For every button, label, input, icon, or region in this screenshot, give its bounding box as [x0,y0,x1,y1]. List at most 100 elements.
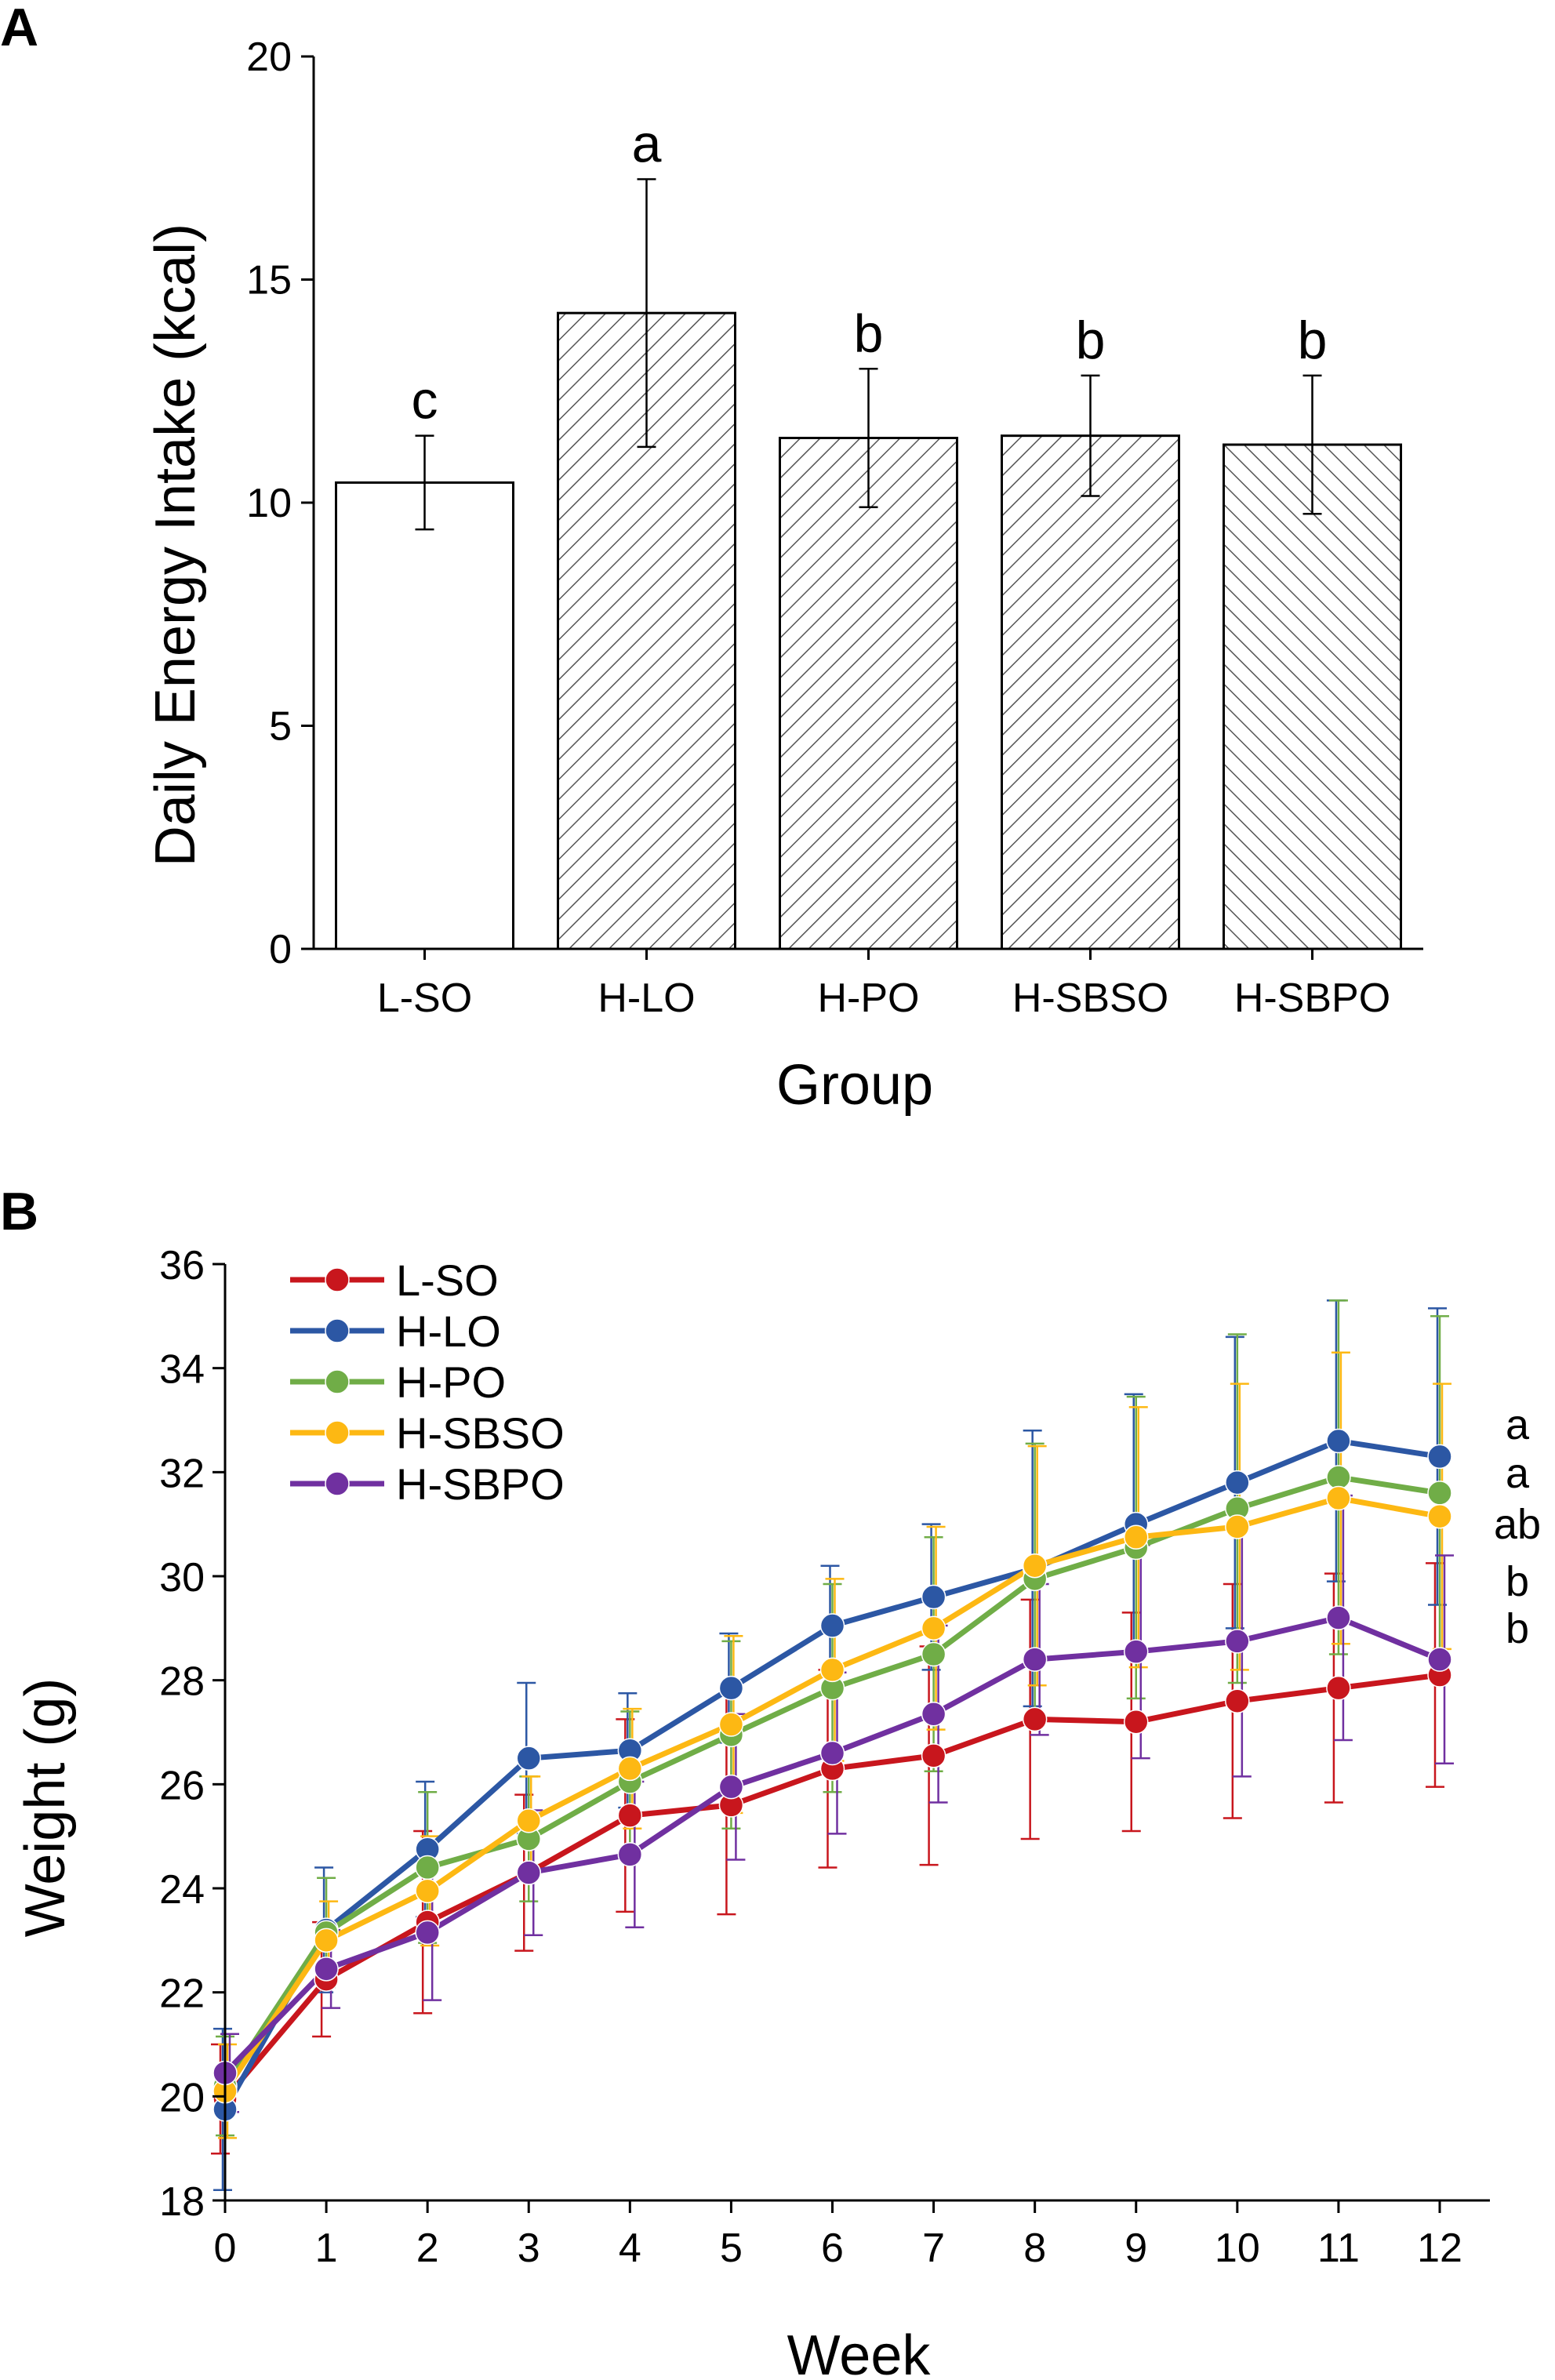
y-ticks: 0 5 10 15 20 [246,35,314,972]
y-axis-title: Weight (g) [14,1678,77,1938]
data-point-h-lo [516,1746,541,1771]
data-point-h-po [1326,1465,1351,1490]
data-point-l-so [1124,1709,1149,1735]
x-tick-label: 9 [1124,2226,1147,2271]
y-tick-label: 18 [159,2179,205,2225]
data-point-h-lo [1326,1428,1351,1454]
data-point-h-sbpo [1022,1647,1048,1672]
error-bars [415,178,1322,531]
legend-marker-h-sbpo [325,1471,350,1496]
data-point-l-so [617,1803,643,1828]
data-point-h-sbso [1326,1485,1351,1511]
x-tick-label-h-po: H-PO [818,976,920,1021]
y-tick-label: 28 [159,1659,205,1705]
legend-marker-h-sbso [325,1420,350,1445]
y-tick-label: 10 [246,481,292,526]
significance-label-h-sbpo: b [1298,311,1328,370]
bar-h-sbso [1001,434,1180,950]
data-point-h-sbpo [819,1740,845,1766]
bar-l-so [335,481,514,950]
significance-label-h-lo: a [1506,1401,1530,1448]
y-tick-label: 34 [159,1347,205,1393]
y-tick-label: 5 [269,704,292,750]
x-tick-label: 0 [214,2226,237,2271]
y-tick-label: 32 [159,1451,205,1496]
data-point-h-sbso [819,1657,845,1683]
data-point-h-sbso [718,1712,744,1737]
data-point-h-po [415,1855,440,1880]
data-point-h-sbpo [1427,1647,1452,1672]
legend-label-h-sbso: H-SBSO [396,1408,565,1458]
data-point-h-sbpo [718,1774,744,1800]
x-axis-title: Week [787,2324,932,2380]
y-tick-label: 30 [159,1555,205,1601]
x-tick-label-h-sbpo: H-SBPO [1234,976,1390,1021]
panel-b-label: B [0,1182,38,1241]
legend-label-l-so: L-SO [396,1255,499,1305]
data-points [213,1428,1452,2122]
data-point-l-so [1022,1706,1048,1732]
data-point-h-sbso [314,1928,339,1953]
data-point-h-sbso [516,1808,541,1833]
legend-label-h-lo: H-LO [396,1306,501,1356]
x-tick-label: 10 [1215,2226,1260,2271]
data-point-h-sbpo [1225,1629,1250,1654]
x-tick-label-l-so: L-SO [377,976,472,1021]
significance-label-h-sbso: b [1076,311,1106,370]
y-tick-label: 20 [159,2075,205,2120]
significance-label-h-sbso: ab [1494,1501,1541,1548]
legend-marker-h-po [325,1369,350,1394]
x-tick-label-h-lo: H-LO [598,976,695,1021]
significance-label-h-po: b [854,303,884,363]
data-point-h-sbpo [921,1702,946,1727]
significance-label-l-so: b [1506,1605,1529,1652]
data-point-h-lo [718,1675,744,1701]
y-tick-label: 24 [159,1867,205,1913]
y-tick-label: 22 [159,1971,205,2017]
x-ticks: 0 1 2 3 4 5 6 7 8 9 10 11 12 [214,2200,1462,2271]
y-tick-label: 26 [159,1763,205,1808]
data-point-l-so [1326,1675,1351,1701]
x-tick-label: 11 [1317,2226,1360,2271]
legend-label-h-po: H-PO [396,1357,506,1407]
data-point-h-sbpo [1124,1639,1149,1664]
y-axis-title: Daily Energy Intake (kcal) [144,223,207,867]
data-point-h-po [921,1641,946,1667]
legend-marker-l-so [325,1267,350,1292]
data-point-h-sbso [415,1878,440,1904]
data-point-h-po [1427,1481,1452,1506]
data-point-h-sbpo [314,1957,339,1982]
bar-h-po [779,436,958,950]
y-tick-label: 15 [246,258,292,303]
x-tick-label: 7 [922,2226,945,2271]
data-point-h-sbpo [516,1860,541,1885]
panel-a-label: A [0,0,38,57]
x-tick-label: 1 [315,2226,338,2271]
x-tick-label: 12 [1417,2226,1462,2271]
significance-label-h-sbpo: b [1506,1558,1529,1605]
data-point-h-sbso [617,1756,643,1782]
y-tick-label: 0 [269,927,292,972]
bar-h-sbpo [1223,443,1402,950]
data-point-h-sbpo [415,1920,440,1946]
x-tick-label-h-sbso: H-SBSO [1012,976,1168,1021]
significance-labels: c a b b b [412,114,1328,430]
x-ticks: L-SO H-LO H-PO H-SBSO H-SBPO [377,949,1390,1021]
significance-label-h-po: a [1506,1450,1530,1497]
data-point-h-sbpo [1326,1605,1351,1630]
x-tick-label: 5 [720,2226,743,2271]
data-point-l-so [1225,1688,1250,1713]
data-point-h-lo [1427,1444,1452,1470]
x-tick-label: 2 [416,2226,439,2271]
x-tick-label: 3 [518,2226,540,2271]
legend-label-h-sbpo: H-SBPO [396,1459,565,1509]
significance-label-l-so: c [412,371,438,431]
x-tick-label: 6 [821,2226,844,2271]
y-tick-label: 36 [159,1243,205,1288]
y-tick-label: 20 [246,35,292,80]
data-point-h-lo [1225,1470,1250,1495]
data-point-h-sbpo [617,1842,643,1867]
